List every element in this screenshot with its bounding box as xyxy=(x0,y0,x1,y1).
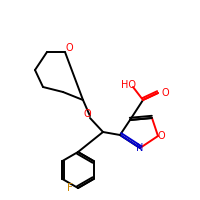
Text: O: O xyxy=(83,109,91,119)
Text: O: O xyxy=(161,88,169,98)
Text: O: O xyxy=(157,131,165,141)
Text: F: F xyxy=(67,183,73,193)
Text: O: O xyxy=(65,43,73,53)
Text: HO: HO xyxy=(120,80,136,90)
Text: N: N xyxy=(136,143,144,153)
